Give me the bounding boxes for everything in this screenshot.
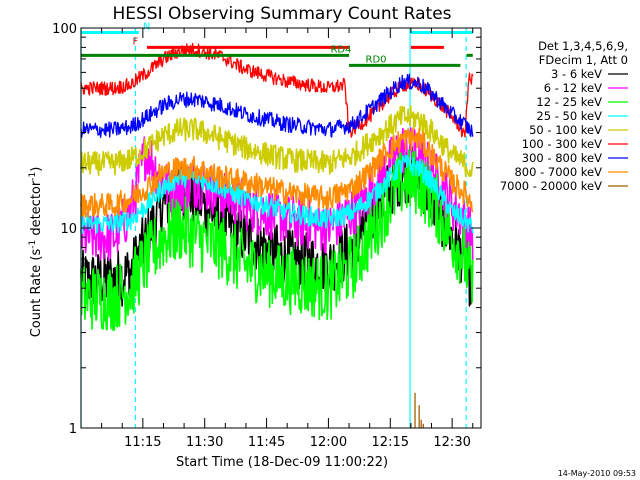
state-bar-label-0: N <box>143 21 150 32</box>
state-bar-label-5: RD0 <box>366 54 387 65</box>
series-line-3 <box>80 154 474 235</box>
legend-entry-6: 300 - 800 keV <box>522 151 602 165</box>
series-line-7 <box>80 127 474 218</box>
legend-entry-1: 6 - 12 keV <box>544 81 602 95</box>
legend-entry-3: 25 - 50 keV <box>536 109 602 123</box>
series-line-4 <box>80 105 474 178</box>
legend-header-1: FDecim 1, Att 0 <box>539 53 628 67</box>
y-axis-title: Count Rate (s-1 detector-1) <box>28 167 44 338</box>
legend: Det 1,3,4,5,6,9,FDecim 1, Att 03 - 6 keV… <box>500 39 628 193</box>
y-tick-label: 10 <box>60 222 77 237</box>
x-tick-label: 12:00 <box>310 435 347 450</box>
legend-entry-4: 50 - 100 keV <box>529 123 602 137</box>
x-tick-label: 11:30 <box>186 435 223 450</box>
x-tick-label: 11:45 <box>248 435 285 450</box>
legend-header-0: Det 1,3,4,5,6,9, <box>538 39 628 53</box>
series-layer <box>80 42 474 428</box>
x-tick-label: 12:15 <box>372 435 409 450</box>
legend-entry-7: 800 - 7000 keV <box>514 165 602 179</box>
state-bars: NF RD4 RD0 <box>81 21 473 67</box>
legend-entry-2: 12 - 25 keV <box>536 95 602 109</box>
series-line-5 <box>80 42 474 138</box>
y-tick-label: 100 <box>52 22 77 37</box>
timestamp: 14-May-2010 09:53 <box>558 469 636 478</box>
legend-entry-5: 100 - 300 keV <box>522 137 602 151</box>
x-tick-label: 11:15 <box>124 435 161 450</box>
y-tick-label: 1 <box>69 422 77 437</box>
legend-entry-0: 3 - 6 keV <box>551 67 602 81</box>
axes: 1 10 100 11:15 11:30 11:45 12:00 12:15 12:30 <box>52 22 482 450</box>
series-line-6 <box>80 73 474 138</box>
x-axis-title: Start Time (18-Dec-09 11:00:22) <box>176 455 388 470</box>
legend-entry-8: 7000 - 20000 keV <box>500 179 602 193</box>
chart-title: HESSI Observing Summary Count Rates <box>112 4 451 24</box>
x-tick-label: 12:30 <box>433 435 470 450</box>
state-bar-label-4: RD4 <box>330 44 351 55</box>
state-bar-label-2: F <box>133 36 139 47</box>
